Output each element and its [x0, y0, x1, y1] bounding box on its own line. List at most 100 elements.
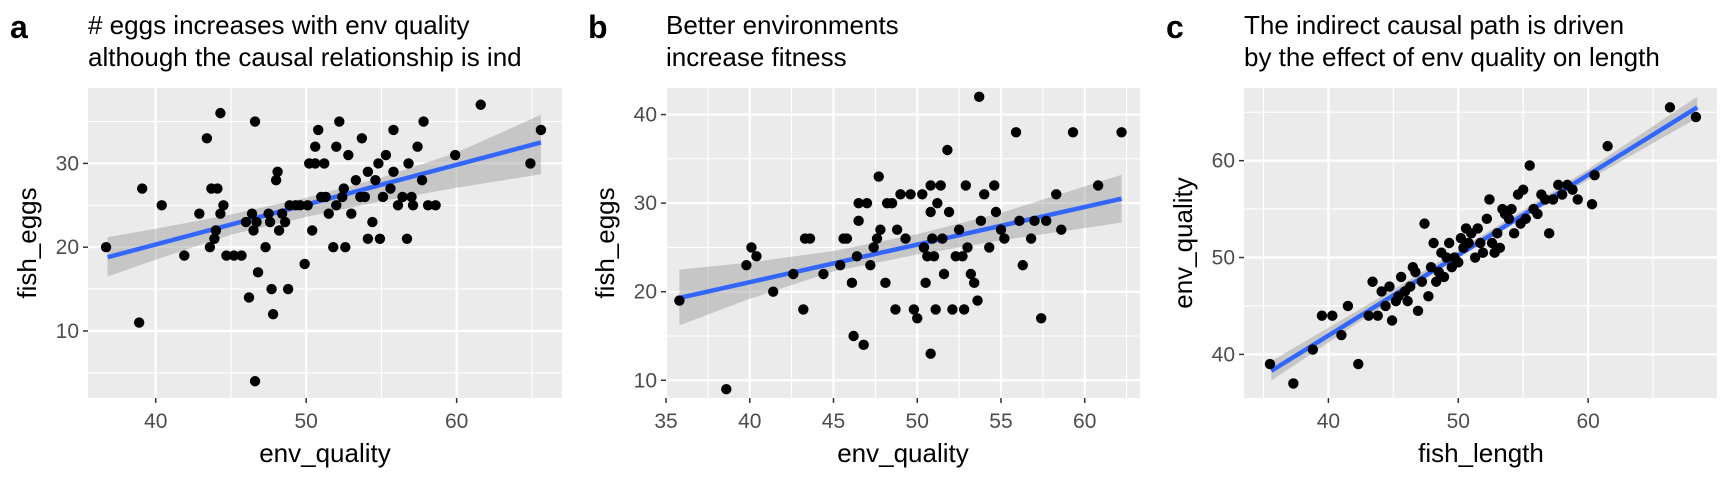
data-points	[1264, 102, 1702, 389]
y-tick-label: 40	[634, 104, 657, 127]
data-point	[1264, 358, 1276, 370]
regression-line	[678, 196, 1123, 301]
data-point	[868, 242, 879, 253]
data-point	[215, 107, 226, 119]
data-points	[100, 99, 547, 387]
gridlines	[1244, 88, 1720, 398]
data-point	[1589, 169, 1600, 181]
data-point	[209, 233, 220, 245]
data-point	[917, 189, 928, 200]
y-axis-ticks: 10 20 30 40	[634, 104, 666, 392]
data-point	[1029, 215, 1040, 227]
data-point	[201, 133, 213, 144]
data-point	[1010, 127, 1022, 138]
data-point	[1506, 203, 1517, 215]
data-point	[392, 200, 404, 211]
data-point	[422, 200, 434, 211]
x-tick-label: 55	[989, 410, 1012, 433]
x-tick-label: 60	[445, 410, 468, 433]
data-point	[1532, 208, 1543, 220]
data-point	[249, 116, 261, 127]
data-point	[1353, 358, 1364, 370]
y-axis-ticks: 40 50 60	[1212, 150, 1244, 366]
data-point	[266, 283, 277, 295]
data-points	[674, 91, 1127, 395]
data-point	[1056, 224, 1067, 235]
data-point	[960, 180, 972, 191]
data-point	[834, 259, 846, 271]
data-point	[418, 116, 429, 127]
data-point	[937, 233, 948, 244]
data-point	[927, 233, 938, 244]
data-point	[215, 208, 226, 219]
data-point	[1342, 300, 1354, 312]
data-point	[900, 233, 911, 244]
data-point	[397, 191, 408, 203]
data-point	[798, 304, 809, 315]
data-point	[1690, 111, 1702, 123]
data-point	[1484, 194, 1495, 205]
data-point	[1524, 160, 1535, 171]
data-point	[307, 225, 318, 236]
y-tick-label: 30	[634, 192, 657, 215]
data-point	[905, 189, 916, 200]
data-point	[1423, 291, 1434, 302]
data-point	[1472, 223, 1483, 234]
gridlines	[88, 88, 562, 398]
data-point	[248, 225, 259, 236]
data-point	[252, 267, 264, 278]
data-point	[1455, 232, 1467, 244]
data-point	[890, 304, 901, 315]
x-axis-ticks: 35 40 45 50 55 60	[654, 398, 1096, 433]
panel-tag: c	[1166, 9, 1184, 45]
x-tick-label: 60	[1576, 410, 1599, 433]
data-point	[1475, 237, 1486, 249]
data-point	[880, 277, 891, 289]
data-point	[388, 124, 399, 136]
data-point	[943, 206, 955, 218]
data-point	[1469, 252, 1481, 263]
x-tick-label: 50	[295, 410, 318, 433]
data-point	[412, 141, 423, 152]
data-point	[1014, 215, 1025, 227]
data-point	[331, 200, 342, 211]
data-point	[310, 158, 321, 169]
panel-title-line-2: although the causal relationship is ind	[88, 42, 522, 72]
data-point	[1494, 242, 1506, 254]
data-point	[1503, 213, 1515, 224]
data-point	[918, 242, 930, 253]
data-point	[377, 191, 389, 203]
data-point	[260, 241, 271, 253]
x-tick-label: 40	[1317, 410, 1340, 433]
data-point	[1412, 305, 1424, 317]
x-tick-label: 35	[654, 410, 677, 433]
data-point	[1025, 233, 1037, 244]
panel-tag: b	[588, 9, 608, 45]
data-point	[210, 225, 222, 236]
panel-title-line-1: # eggs increases with env quality	[88, 10, 470, 40]
data-point	[475, 99, 486, 110]
data-point	[1572, 194, 1583, 205]
data-point	[1316, 310, 1328, 321]
data-point	[1116, 127, 1127, 138]
data-point	[406, 191, 417, 203]
data-point	[751, 251, 762, 262]
x-axis-label: env_quality	[259, 438, 391, 468]
data-point	[1553, 179, 1564, 191]
data-point	[359, 191, 371, 203]
data-point	[302, 200, 313, 211]
data-point	[350, 174, 362, 186]
data-point	[1602, 140, 1613, 152]
data-point	[1664, 102, 1676, 113]
data-point	[331, 141, 342, 152]
data-point	[1547, 194, 1559, 205]
y-tick-label: 60	[1212, 150, 1235, 173]
data-point	[891, 224, 903, 235]
data-point	[1067, 127, 1079, 138]
x-tick-label: 60	[1073, 410, 1096, 433]
data-point	[100, 241, 112, 253]
data-point	[1419, 218, 1430, 229]
x-axis-ticks: 40 50 60	[144, 398, 468, 433]
data-point	[1051, 189, 1062, 200]
